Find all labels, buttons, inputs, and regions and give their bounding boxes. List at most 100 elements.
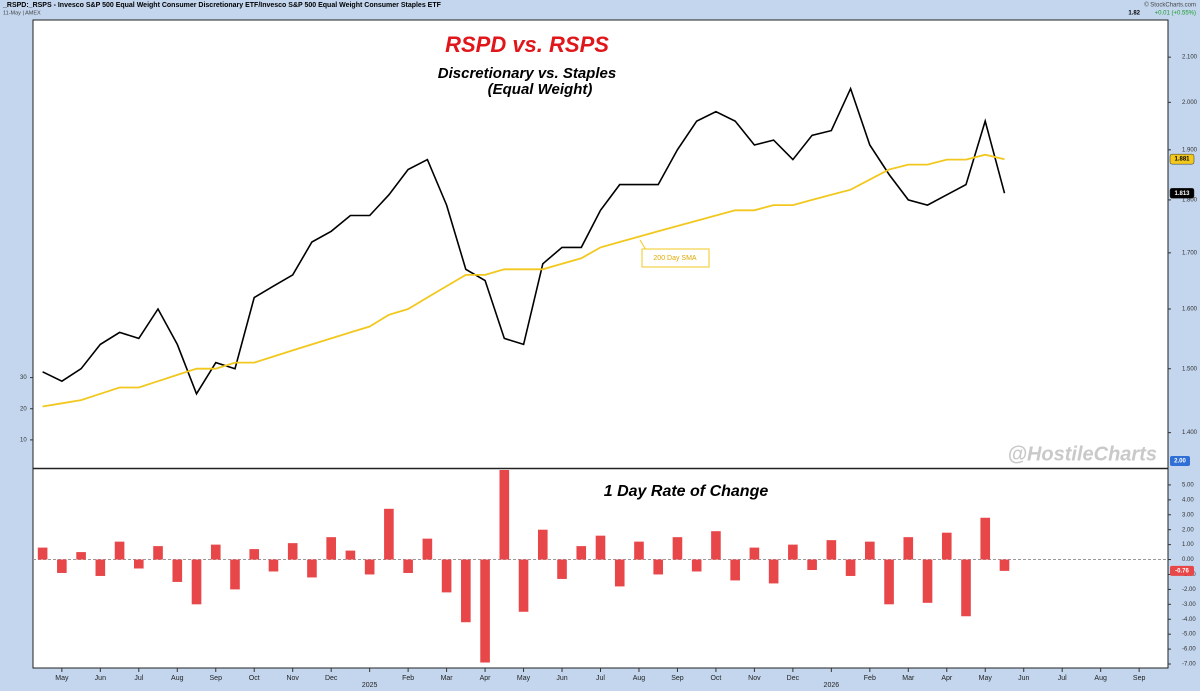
panel-title: 1 Day Rate of Change [604, 483, 769, 500]
sma-label: 200 Day SMA [653, 255, 697, 262]
x-tick-label: Dec [325, 675, 338, 682]
axis-tag-label: 2.00 [1174, 459, 1186, 465]
symbol-title: _RSPD:_RSPS - Invesco S&P 500 Equal Weig… [2, 2, 442, 9]
bar [133, 559, 144, 569]
y-tick-label: -4.00 [1182, 617, 1196, 623]
last-value-label: 1.881 [1174, 157, 1190, 163]
x-tick-label: Sep [1133, 675, 1146, 682]
x-tick-label: Aug [633, 675, 646, 682]
y-tick-label: -3.00 [1182, 602, 1196, 608]
y2-tick-label: 20 [20, 406, 27, 412]
chart-title: RSPD vs. RSPS [445, 32, 609, 57]
bar [326, 537, 336, 560]
bar [403, 559, 413, 573]
last-price: 1.82 [1128, 11, 1140, 17]
bar [172, 559, 183, 582]
y2-tick-label: 30 [20, 375, 27, 381]
x-tick-label: Mar [902, 675, 915, 682]
x-tick-label: Jul [134, 675, 143, 682]
y2-tick-label: 10 [20, 437, 27, 443]
bar [961, 559, 971, 617]
bar [441, 559, 452, 593]
bar [653, 559, 664, 575]
bar [884, 559, 894, 605]
bar [461, 559, 471, 623]
y-tick-label: -7.00 [1182, 662, 1196, 668]
bar [865, 541, 875, 560]
bar [95, 559, 106, 576]
bar [499, 470, 510, 560]
bar [691, 559, 702, 572]
y-tick-label: 1.00 [1182, 542, 1194, 548]
x-tick-label: Oct [249, 675, 260, 682]
x-tick-label: May [979, 675, 993, 682]
bar [711, 531, 721, 560]
x-tick-label: Nov [286, 675, 299, 682]
x-tick-label: Dec [787, 675, 800, 682]
bar [518, 559, 529, 612]
bar [384, 508, 394, 560]
bar [941, 532, 952, 560]
series-line [42, 86, 1006, 396]
x-tick-label: Feb [402, 675, 414, 682]
x-tick-label: Apr [941, 675, 953, 682]
x-tick-label: Jun [95, 675, 106, 682]
series-line [42, 153, 1005, 408]
last-value-tag [1170, 565, 1194, 576]
bar [537, 529, 548, 560]
y-tick-label: 4.00 [1182, 497, 1194, 503]
subtitle: Discretionary vs. Staples [438, 65, 616, 82]
annotation-connector [639, 239, 647, 251]
y-tick-label: 1.900 [1182, 147, 1198, 153]
y-tick-label: -6.00 [1182, 647, 1196, 653]
bar [903, 537, 914, 560]
x-tick-label: Apr [480, 675, 492, 682]
x-tick-label: Jul [1058, 675, 1067, 682]
bar [768, 559, 779, 584]
bar [999, 559, 1010, 571]
bar [576, 546, 587, 560]
x-tick-label: Feb [864, 675, 876, 682]
watermark: @HostileCharts [1007, 443, 1157, 465]
annotation-box [641, 248, 710, 268]
y-tick-label: 5.00 [1182, 483, 1194, 489]
x-tick-label: Jun [1018, 675, 1029, 682]
bar [826, 540, 837, 560]
bar [268, 559, 279, 572]
y-tick-label: 1.500 [1182, 366, 1198, 372]
bar [788, 544, 798, 560]
x-tick-label: Sep [671, 675, 684, 682]
x-tick-label: Nov [748, 675, 761, 682]
bar [845, 559, 856, 576]
y-tick-label: 1.400 [1182, 430, 1198, 436]
x-tick-label: Mar [441, 675, 454, 682]
bar [557, 559, 567, 579]
bar [57, 559, 67, 573]
bar [210, 544, 221, 560]
x-tick-label: Aug [171, 675, 184, 682]
source: © StockCharts.com [1144, 2, 1196, 9]
x-tick-label: Jul [596, 675, 605, 682]
y-tick-label: 1.600 [1182, 307, 1198, 313]
y-tick-label: 2.000 [1182, 100, 1198, 106]
y-tick-label: 2.00 [1182, 527, 1194, 533]
axis-tag [1170, 456, 1190, 466]
bar [730, 559, 740, 581]
subline: 11-May | AMEX [3, 10, 41, 16]
x-tick-label: 2026 [824, 682, 840, 689]
subtitle: (Equal Weight) [488, 81, 593, 98]
y-tick-label: 0.00 [1182, 557, 1194, 563]
x-tick-label: Jun [556, 675, 567, 682]
bar [749, 547, 760, 560]
price-change: +0.01 (+0.55%) [1155, 11, 1196, 17]
y-tick-label: -5.00 [1182, 632, 1196, 638]
bar [191, 559, 202, 605]
x-tick-label: May [55, 675, 69, 682]
x-tick-label: May [517, 675, 531, 682]
bar [614, 559, 625, 587]
bar [249, 549, 260, 560]
bar [364, 559, 375, 575]
last-value-label: 1.813 [1174, 191, 1190, 197]
bar [672, 537, 683, 560]
